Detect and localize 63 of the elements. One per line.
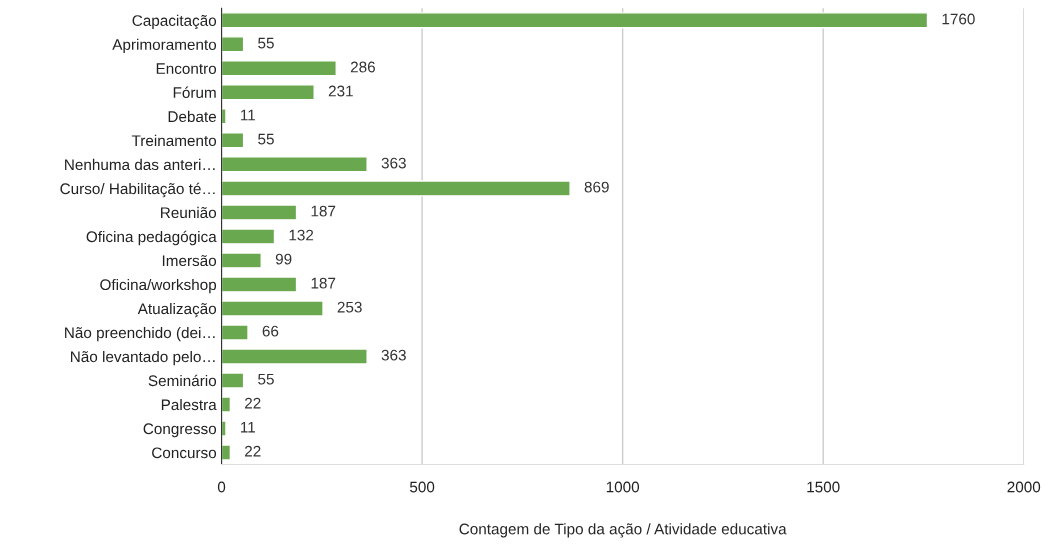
bar <box>221 444 232 461</box>
y-tick-label: Palestra <box>161 398 217 411</box>
y-tick-label: Curso/ Habilitação té… <box>60 182 215 198</box>
data-label: 187 <box>311 205 336 217</box>
y-tick-label: Treinamento <box>131 134 217 147</box>
y-tick-label: Congresso <box>143 423 217 438</box>
data-label: 55 <box>258 37 274 49</box>
data-label: 253 <box>337 301 362 313</box>
data-label: 11 <box>241 109 255 121</box>
x-tick-label: 500 <box>409 481 435 493</box>
data-label: 55 <box>258 373 274 385</box>
x-axis-title: Contagem de Tipo da ação / Atividade educativa <box>459 523 787 538</box>
data-label: 286 <box>350 61 375 73</box>
data-label: 22 <box>245 397 261 409</box>
bar <box>221 276 298 293</box>
y-tick-label: Não levantado pelo… <box>71 350 215 366</box>
y-tick-label: Imersão <box>162 255 217 267</box>
x-tick-label: 1500 <box>807 481 840 493</box>
bar <box>221 12 929 29</box>
data-label: 99 <box>275 253 292 265</box>
data-label: 11 <box>241 421 255 433</box>
y-tick-label: Atualização <box>137 302 217 318</box>
y-tick-label: Seminário <box>148 374 217 387</box>
bar <box>221 204 298 221</box>
x-tick-label: 1000 <box>606 481 640 493</box>
data-label: 22 <box>245 445 261 457</box>
bar <box>221 228 276 245</box>
y-tick-label: Encontro <box>156 63 217 75</box>
y-tick-label: Nenhuma das anteri… <box>65 158 215 171</box>
bar <box>221 180 571 197</box>
y-tick-label: Capacitação <box>132 14 217 30</box>
data-label: 55 <box>258 133 274 145</box>
y-tick-label: Oficina/workshop <box>100 278 217 294</box>
bar <box>221 108 227 125</box>
bar <box>221 348 368 365</box>
bar <box>221 60 337 77</box>
data-label: 869 <box>584 181 609 193</box>
y-tick-label: Debate <box>168 110 217 123</box>
y-tick-label: Reunião <box>161 206 217 219</box>
y-tick-label: Concurso <box>152 447 217 459</box>
bar <box>221 300 324 317</box>
data-label: 66 <box>262 325 279 337</box>
bar <box>221 420 227 437</box>
bar <box>221 156 368 173</box>
data-label: 363 <box>381 349 406 361</box>
x-tick-label: 0 <box>217 481 226 493</box>
bar <box>221 396 232 413</box>
bar <box>221 372 245 389</box>
bar <box>221 84 315 101</box>
x-tick-label: 2000 <box>1007 481 1041 493</box>
bar <box>221 324 249 341</box>
y-tick-label: Fórum <box>173 86 216 99</box>
bar <box>221 36 245 53</box>
data-label: 132 <box>289 229 314 241</box>
data-label: 1760 <box>942 13 975 25</box>
data-label: 363 <box>381 157 406 169</box>
bar <box>221 252 262 269</box>
bar <box>221 132 245 149</box>
data-label: 231 <box>328 85 353 97</box>
y-tick-label: Não preenchido (dei… <box>65 326 215 342</box>
data-label: 187 <box>311 277 336 289</box>
y-tick-label: Oficina pedagógica <box>86 230 217 246</box>
y-tick-label: Aprimoramento <box>112 38 217 54</box>
